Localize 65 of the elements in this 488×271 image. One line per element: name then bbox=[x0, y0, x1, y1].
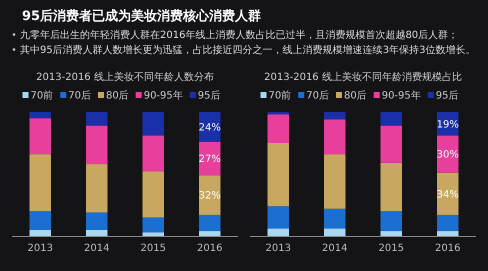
bar bbox=[324, 154, 346, 209]
x-tick-label: 2016 bbox=[197, 243, 222, 254]
bar bbox=[268, 228, 289, 236]
bar bbox=[86, 112, 108, 126]
legend-label: 90-95年 bbox=[382, 90, 421, 102]
data-label: 19% bbox=[436, 119, 459, 130]
bar bbox=[30, 230, 51, 236]
data-label: 27% bbox=[198, 154, 221, 165]
bar bbox=[199, 231, 220, 236]
legend-label: 70后 bbox=[306, 90, 329, 102]
legend-label: 70前 bbox=[30, 90, 54, 102]
text: 95后消费者已成为美妆消费核心消费人群 bbox=[22, 8, 262, 24]
bar bbox=[268, 114, 289, 143]
x-tick-label: 2015 bbox=[378, 243, 404, 254]
bar bbox=[437, 136, 458, 173]
legend-label: 70前 bbox=[268, 90, 292, 102]
x-tick-label: 2013 bbox=[28, 243, 53, 254]
bar bbox=[30, 211, 51, 230]
bar bbox=[324, 228, 346, 236]
x-tick-label: 2015 bbox=[140, 243, 166, 254]
data-label: 24% bbox=[198, 122, 221, 134]
bar bbox=[268, 206, 289, 229]
bar bbox=[199, 175, 220, 215]
bar bbox=[380, 162, 402, 212]
legend-label: 70后 bbox=[68, 90, 91, 102]
data-label: 32% bbox=[198, 190, 221, 202]
legend-label: 80后 bbox=[106, 90, 129, 102]
bar bbox=[437, 214, 458, 232]
bar bbox=[268, 143, 289, 206]
bar bbox=[142, 136, 164, 172]
legend-label: 90-95年 bbox=[144, 90, 183, 102]
bar bbox=[380, 112, 402, 126]
x-tick-label: 2014 bbox=[84, 243, 110, 254]
bar bbox=[30, 118, 51, 154]
data-label: 30% bbox=[436, 150, 459, 161]
legend-label: 95后 bbox=[436, 90, 458, 102]
bar bbox=[437, 172, 458, 215]
bar bbox=[380, 126, 402, 163]
text: 九零年后出生的年轻消费人群在2016年线上消费人数占比已过半，且消费规模首次超越80后人群； bbox=[20, 29, 458, 41]
legend-label: 95后 bbox=[198, 90, 220, 102]
legend-label: 80后 bbox=[344, 90, 367, 102]
x-tick-label: 2016 bbox=[435, 243, 460, 254]
chart-title: 2013-2016 线上美妆不同年龄消费规模占比 bbox=[264, 71, 462, 83]
bar bbox=[86, 126, 108, 164]
data-label: 34% bbox=[436, 189, 459, 200]
bar bbox=[86, 212, 108, 230]
bar bbox=[30, 154, 51, 212]
bar bbox=[30, 112, 51, 118]
bar bbox=[142, 172, 164, 218]
bar bbox=[142, 232, 164, 236]
text: 其中95后消费人群人数增长更为迅猛，占比接近四分之一，线上消费规模增速连续3年保持3位数增长。 bbox=[20, 44, 476, 56]
bar bbox=[324, 208, 346, 229]
x-tick-label: 2014 bbox=[322, 243, 348, 254]
bar bbox=[86, 230, 108, 236]
bar bbox=[380, 231, 402, 236]
bar bbox=[199, 214, 220, 232]
x-tick-label: 2013 bbox=[266, 243, 291, 254]
chart-title: 2013-2016 线上美妆不同年龄人数分布 bbox=[36, 71, 214, 83]
bar bbox=[142, 112, 164, 136]
bar bbox=[142, 217, 164, 232]
bar bbox=[324, 112, 346, 120]
bar bbox=[86, 164, 108, 212]
bar bbox=[324, 119, 346, 154]
bar bbox=[380, 211, 402, 232]
bar bbox=[437, 231, 458, 236]
